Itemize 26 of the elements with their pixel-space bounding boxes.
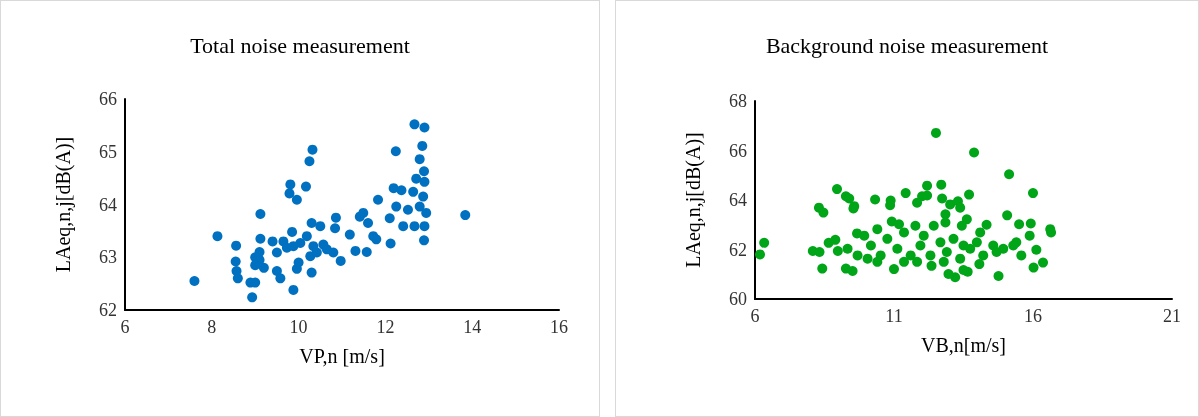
y-tick-label: 68	[729, 91, 747, 111]
x-tick-label: 14	[463, 317, 482, 337]
x-axis-title: VB,n[m/s]	[921, 334, 1006, 356]
y-tick-label: 65	[99, 141, 117, 162]
x-tick-label: 6	[120, 317, 130, 337]
y-tick-label: 64	[99, 194, 117, 215]
y-axis-title: LAeq,n,j[dB(A)]	[682, 132, 705, 268]
x-tick-label: 11	[885, 306, 903, 326]
x-tick-label: 16	[1024, 306, 1042, 326]
y-tick-label: 62	[99, 300, 117, 320]
chart-title: Total noise measurement	[190, 32, 410, 58]
y-tick-label: 66	[99, 89, 117, 109]
x-tick-label: 16	[550, 317, 568, 337]
y-tick-label: 64	[729, 190, 747, 210]
y-axis-title: LAeq,n,j[dB(A)]	[52, 136, 75, 273]
x-tick-label: 12	[376, 317, 395, 337]
y-tick-label: 66	[729, 140, 747, 161]
y-tick-label: 63	[99, 247, 117, 268]
x-tick-label: 10	[289, 317, 308, 337]
x-axis-title: VP,n [m/s]	[299, 345, 385, 367]
x-tick-label: 8	[207, 317, 217, 337]
y-tick-label: 62	[729, 239, 747, 260]
chart-title: Background noise measurement	[765, 32, 1049, 58]
x-tick-label: 21	[1163, 306, 1181, 326]
y-tick-label: 60	[729, 289, 747, 309]
x-tick-label: 6	[750, 306, 760, 326]
